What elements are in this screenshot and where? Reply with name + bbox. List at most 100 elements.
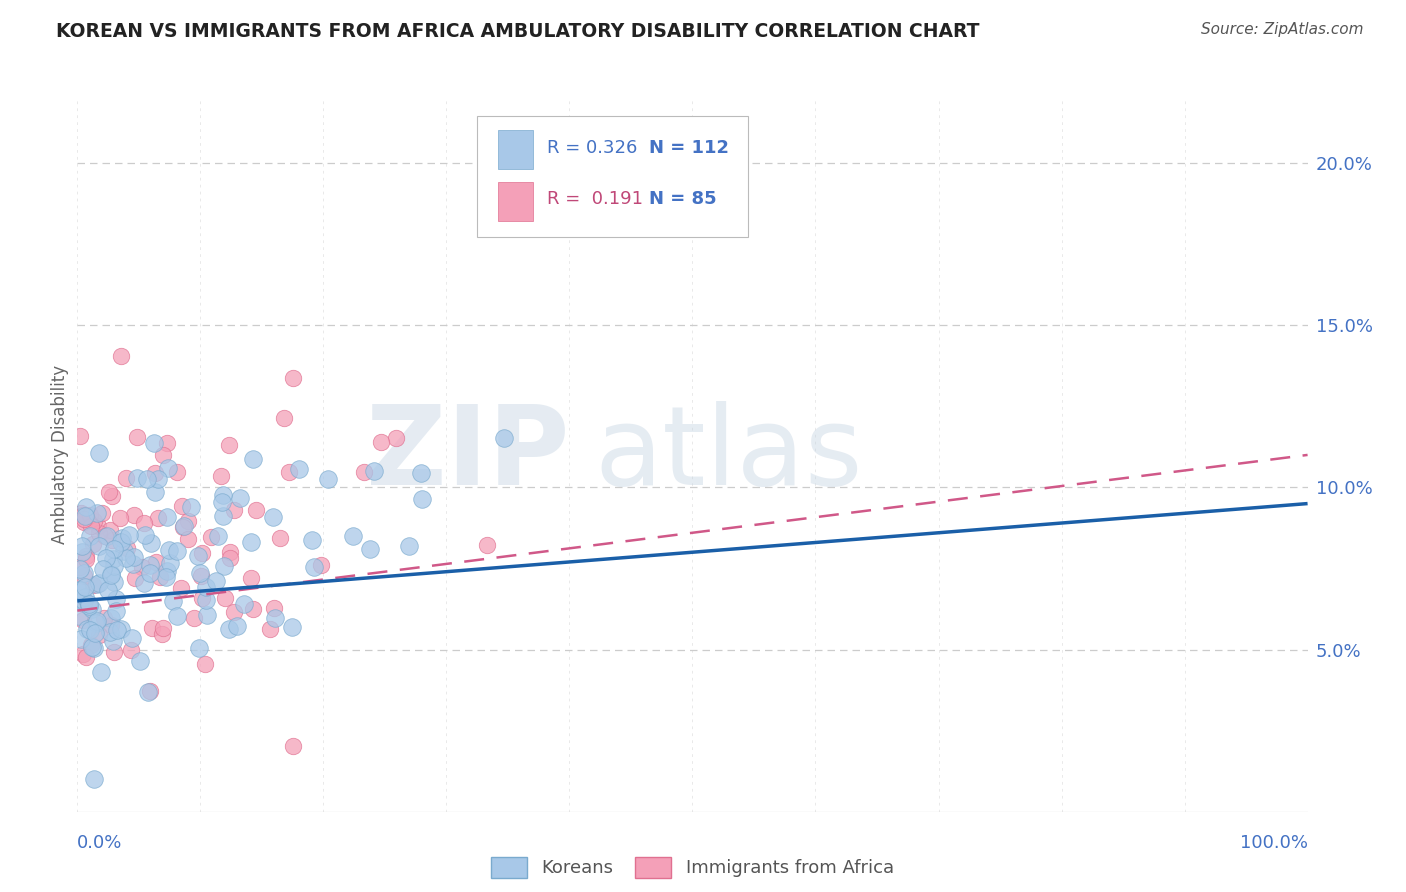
Point — [212, 509, 235, 524]
Point — [173, 519, 195, 533]
Point — [75, 551, 97, 566]
Point — [76, 623, 98, 637]
Point — [218, 438, 240, 452]
Point — [143, 435, 166, 450]
Point — [209, 469, 232, 483]
Point — [207, 529, 229, 543]
Point — [100, 611, 122, 625]
Point — [190, 568, 212, 582]
Point — [359, 542, 381, 557]
Point — [162, 594, 184, 608]
Point — [110, 349, 132, 363]
Point — [166, 609, 188, 624]
Point — [82, 578, 104, 592]
Point — [110, 511, 132, 525]
Point — [145, 555, 167, 569]
Point — [67, 559, 90, 574]
Point — [157, 543, 180, 558]
Point — [83, 625, 105, 640]
Point — [301, 533, 323, 547]
Point — [75, 580, 97, 594]
Point — [288, 461, 311, 475]
Point — [141, 621, 163, 635]
Point — [87, 575, 110, 590]
Point — [205, 574, 228, 588]
Point — [105, 592, 128, 607]
Point — [73, 512, 96, 526]
Point — [77, 598, 100, 612]
Point — [82, 640, 104, 655]
Point — [86, 506, 108, 520]
Text: N = 85: N = 85 — [650, 191, 717, 209]
Point — [302, 560, 325, 574]
Point — [129, 654, 152, 668]
Point — [101, 490, 124, 504]
Point — [115, 541, 138, 555]
Point — [110, 623, 132, 637]
Point — [96, 529, 118, 543]
Point — [83, 515, 105, 529]
Point — [75, 549, 97, 563]
Point — [281, 739, 304, 753]
Point — [148, 472, 170, 486]
Text: Source: ZipAtlas.com: Source: ZipAtlas.com — [1201, 22, 1364, 37]
Point — [240, 571, 263, 585]
Text: 0.0%: 0.0% — [77, 834, 122, 852]
Point — [86, 577, 108, 591]
Point — [69, 632, 91, 647]
Point — [111, 531, 134, 545]
Point — [72, 648, 94, 662]
Point — [222, 605, 245, 619]
Point — [370, 435, 392, 450]
Point — [70, 545, 93, 559]
Point — [166, 544, 188, 558]
Point — [214, 591, 236, 606]
Point — [309, 558, 332, 572]
Point — [269, 532, 291, 546]
Point — [94, 529, 117, 543]
Point — [385, 431, 408, 445]
Point — [159, 556, 181, 570]
Point — [121, 631, 143, 645]
Point — [73, 516, 96, 530]
Point — [101, 552, 124, 566]
Point — [73, 593, 96, 607]
Point — [172, 499, 194, 513]
Point — [79, 624, 101, 638]
Point — [69, 582, 91, 597]
Point — [79, 529, 101, 543]
Point — [139, 566, 162, 580]
Point — [69, 562, 91, 576]
Point — [100, 533, 122, 547]
Point — [103, 558, 125, 573]
Point — [224, 503, 246, 517]
Point — [75, 649, 97, 664]
Point — [148, 511, 170, 525]
FancyBboxPatch shape — [477, 116, 748, 237]
Point — [75, 500, 97, 514]
Point — [187, 549, 209, 563]
Point — [79, 599, 101, 614]
Point — [73, 566, 96, 580]
Point — [122, 557, 145, 571]
Point — [134, 576, 156, 591]
Point — [363, 464, 385, 478]
Point — [155, 570, 177, 584]
Point — [138, 684, 160, 698]
Point — [342, 529, 364, 543]
Legend: Koreans, Immigrants from Africa: Koreans, Immigrants from Africa — [484, 849, 901, 885]
Point — [152, 621, 174, 635]
Point — [264, 611, 287, 625]
Point — [100, 567, 122, 582]
Point — [156, 510, 179, 524]
Point — [105, 604, 128, 618]
Point — [89, 525, 111, 540]
Point — [73, 592, 96, 607]
Point — [125, 430, 148, 444]
Point — [70, 506, 93, 520]
Point — [89, 539, 111, 553]
Point — [219, 551, 242, 566]
Point — [218, 545, 240, 559]
Point — [103, 645, 125, 659]
Point — [262, 510, 284, 524]
